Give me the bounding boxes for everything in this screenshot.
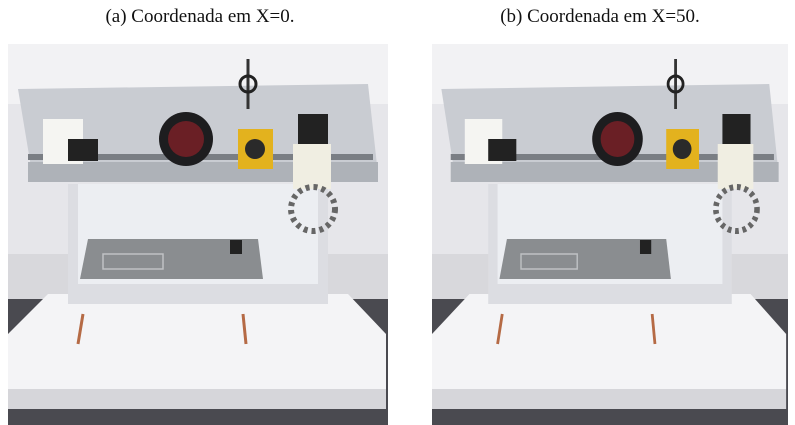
photo-b — [432, 44, 788, 425]
caption-b: (b) Coordenada em X=50. — [410, 6, 790, 28]
photo-a — [8, 44, 390, 425]
figure-page: (a) Coordenada em X=0. (b) Coordenada em… — [0, 0, 795, 425]
caption-a: (a) Coordenada em X=0. — [10, 6, 390, 28]
